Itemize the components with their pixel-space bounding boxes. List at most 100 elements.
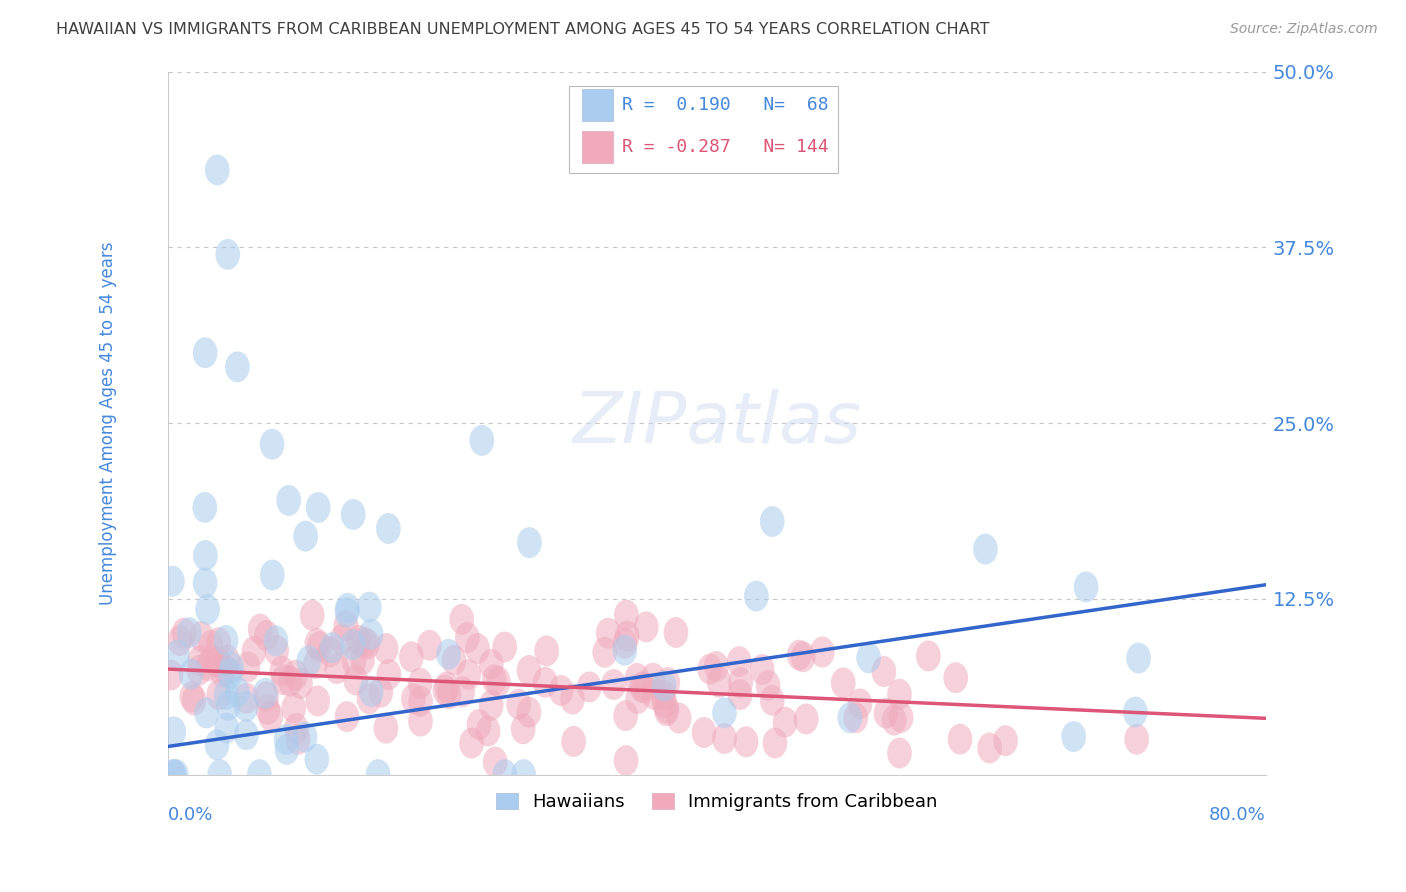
Ellipse shape — [172, 617, 197, 648]
Ellipse shape — [278, 665, 302, 697]
Ellipse shape — [510, 714, 536, 744]
Ellipse shape — [247, 614, 273, 645]
Ellipse shape — [205, 730, 229, 760]
Ellipse shape — [165, 640, 190, 671]
Ellipse shape — [162, 759, 186, 790]
Ellipse shape — [634, 611, 658, 642]
Ellipse shape — [408, 706, 433, 737]
Ellipse shape — [734, 726, 758, 757]
Text: Unemployment Among Ages 45 to 54 years: Unemployment Among Ages 45 to 54 years — [98, 242, 117, 605]
Ellipse shape — [233, 719, 259, 750]
Ellipse shape — [1074, 572, 1098, 602]
Ellipse shape — [517, 527, 541, 558]
Ellipse shape — [343, 665, 368, 696]
Ellipse shape — [516, 655, 541, 686]
Legend: Hawaiians, Immigrants from Caribbean: Hawaiians, Immigrants from Caribbean — [489, 786, 945, 818]
Ellipse shape — [613, 745, 638, 776]
Ellipse shape — [486, 666, 510, 698]
Ellipse shape — [479, 690, 503, 721]
Ellipse shape — [162, 759, 186, 790]
Ellipse shape — [654, 693, 679, 723]
Ellipse shape — [218, 658, 243, 690]
Ellipse shape — [284, 713, 308, 744]
Ellipse shape — [335, 701, 360, 732]
Ellipse shape — [354, 629, 380, 659]
Ellipse shape — [707, 667, 731, 698]
Ellipse shape — [408, 668, 433, 698]
Ellipse shape — [457, 659, 481, 690]
Ellipse shape — [943, 662, 969, 693]
Ellipse shape — [254, 681, 278, 713]
Ellipse shape — [305, 628, 329, 659]
Ellipse shape — [631, 673, 657, 704]
Ellipse shape — [260, 559, 284, 591]
Text: Source: ZipAtlas.com: Source: ZipAtlas.com — [1230, 22, 1378, 37]
Ellipse shape — [873, 698, 898, 729]
Ellipse shape — [512, 759, 536, 790]
Ellipse shape — [948, 723, 973, 755]
Ellipse shape — [441, 645, 467, 675]
Ellipse shape — [1126, 642, 1152, 673]
Ellipse shape — [1123, 697, 1147, 728]
Ellipse shape — [728, 667, 754, 698]
Ellipse shape — [307, 492, 330, 523]
Ellipse shape — [756, 670, 780, 701]
Ellipse shape — [236, 651, 260, 682]
FancyBboxPatch shape — [569, 86, 838, 174]
Ellipse shape — [641, 679, 666, 710]
Ellipse shape — [193, 492, 217, 523]
Ellipse shape — [187, 646, 212, 676]
Ellipse shape — [259, 701, 283, 731]
Ellipse shape — [165, 759, 188, 790]
Ellipse shape — [434, 672, 460, 702]
Ellipse shape — [305, 744, 329, 774]
Ellipse shape — [233, 682, 259, 714]
Ellipse shape — [214, 655, 238, 685]
Ellipse shape — [162, 716, 186, 747]
Ellipse shape — [630, 672, 654, 703]
Ellipse shape — [492, 632, 517, 663]
Ellipse shape — [247, 759, 271, 790]
Ellipse shape — [482, 747, 508, 778]
Ellipse shape — [614, 599, 638, 631]
Ellipse shape — [887, 679, 912, 710]
Ellipse shape — [889, 702, 914, 733]
Ellipse shape — [436, 639, 461, 670]
Ellipse shape — [167, 625, 193, 657]
Ellipse shape — [761, 685, 785, 715]
Ellipse shape — [271, 665, 297, 695]
Ellipse shape — [666, 703, 692, 733]
Ellipse shape — [450, 604, 474, 635]
Ellipse shape — [318, 636, 343, 667]
Ellipse shape — [190, 621, 214, 652]
Ellipse shape — [359, 676, 384, 707]
Ellipse shape — [794, 704, 818, 734]
Ellipse shape — [664, 617, 689, 648]
Ellipse shape — [773, 706, 797, 738]
Ellipse shape — [374, 633, 398, 664]
Ellipse shape — [277, 485, 301, 516]
Ellipse shape — [977, 732, 1002, 764]
Ellipse shape — [177, 617, 201, 648]
Ellipse shape — [506, 689, 531, 720]
Ellipse shape — [749, 654, 775, 685]
Ellipse shape — [641, 663, 665, 694]
Text: ZIPatlas: ZIPatlas — [572, 389, 862, 458]
Ellipse shape — [654, 695, 679, 726]
Ellipse shape — [346, 625, 371, 656]
Ellipse shape — [652, 671, 676, 701]
Ellipse shape — [475, 715, 501, 747]
Ellipse shape — [160, 566, 184, 597]
Ellipse shape — [727, 646, 752, 677]
Ellipse shape — [479, 648, 503, 680]
Ellipse shape — [308, 632, 332, 662]
Ellipse shape — [533, 667, 558, 698]
Ellipse shape — [704, 651, 728, 681]
Ellipse shape — [655, 667, 681, 698]
Ellipse shape — [408, 686, 433, 717]
Ellipse shape — [844, 702, 868, 733]
Ellipse shape — [195, 650, 221, 681]
Ellipse shape — [762, 728, 787, 758]
Ellipse shape — [263, 625, 288, 657]
Ellipse shape — [253, 678, 278, 709]
